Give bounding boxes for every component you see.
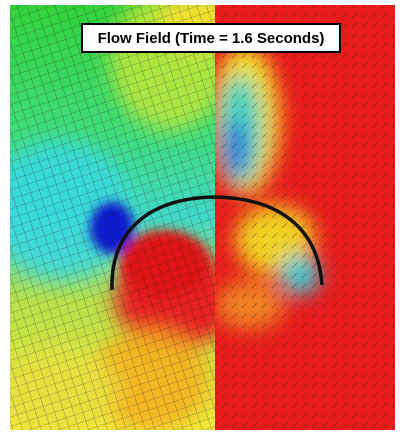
right-panel [210,5,395,430]
page: Flow Field (Time = 1.6 Seconds) (() => {… [0,0,404,437]
flow-field-figure: Flow Field (Time = 1.6 Seconds) [0,0,404,437]
title: Flow Field (Time = 1.6 Seconds) [98,30,325,47]
left-panel [0,0,240,430]
